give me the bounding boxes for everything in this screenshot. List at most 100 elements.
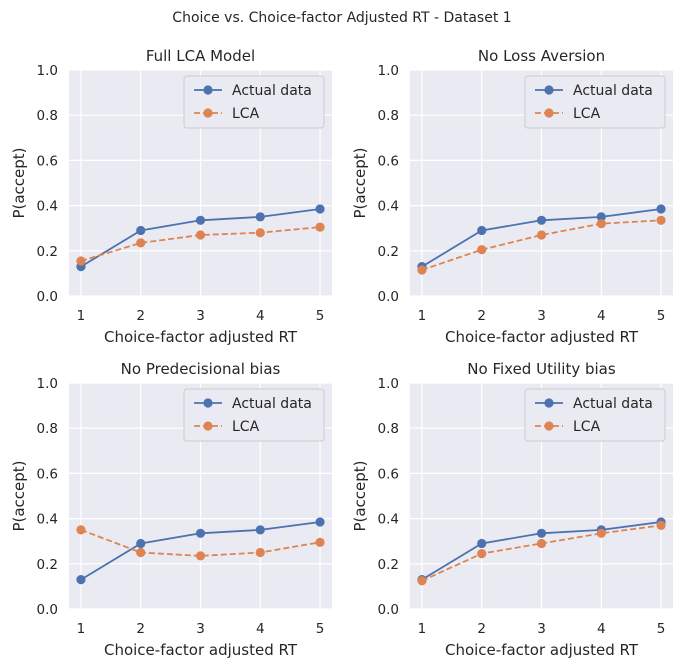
x-tick-label: 1: [418, 621, 427, 637]
y-tick-label: 0.8: [378, 108, 399, 124]
series-1-point: [596, 212, 606, 222]
legend-marker: [203, 85, 213, 95]
y-axis-label: P(accept): [10, 460, 28, 531]
y-tick-label: 0.2: [378, 557, 399, 573]
legend-marker: [544, 85, 554, 95]
subplot-title: No Loss Aversion: [478, 47, 605, 65]
subplot-3: 0.0 0.2 0.4 0.6 0.8 1.0 1 2 3 4 5 No Predecisional …: [10, 360, 332, 659]
y-tick-label: 1.0: [37, 376, 58, 392]
x-tick-label: 3: [537, 621, 546, 637]
series-1-point: [656, 204, 666, 214]
x-tick-label: 4: [597, 621, 606, 637]
x-tick-label: 1: [77, 308, 86, 324]
series-2-point: [315, 537, 325, 547]
series-1-point: [136, 225, 146, 236]
series-1-point: [76, 575, 86, 585]
legend-marker: [544, 398, 554, 408]
legend-label: Actual data: [573, 396, 653, 412]
series-2-point: [255, 228, 265, 238]
legend-label: Actual data: [232, 396, 312, 412]
series-2-point: [76, 256, 86, 266]
y-tick-label: 0.8: [37, 108, 58, 124]
figure-title: Choice vs. Choice-factor Adjusted RT - D…: [172, 10, 511, 26]
y-tick-label: 0.2: [37, 244, 58, 260]
series-1-point: [477, 538, 487, 549]
x-axis-label: Choice-factor adjusted RT: [104, 328, 298, 346]
subplot-1: 0.0 0.2 0.4 0.6 0.8 1.0 1 2 3 4 5 Full LCA Model Cho…: [10, 47, 332, 346]
y-tick-label: 0.4: [37, 199, 58, 215]
legend-label: LCA: [232, 106, 260, 122]
x-tick-label: 5: [316, 308, 325, 324]
x-tick-label: 2: [136, 621, 145, 637]
x-tick-label: 5: [316, 621, 325, 637]
series-2-point: [417, 576, 427, 586]
y-tick-label: 0.4: [37, 512, 58, 528]
series-2-point: [536, 538, 547, 549]
series-2-point: [76, 525, 86, 535]
legend-marker: [544, 421, 554, 431]
series-2-point: [656, 520, 666, 530]
series-1-point: [315, 517, 325, 527]
series-1-point: [195, 528, 206, 538]
x-tick-label: 2: [136, 308, 145, 324]
series-1-point: [536, 215, 547, 225]
subplot-grid: 0.0 0.2 0.4 0.6 0.8 1.0 1 2 3 4 5 Full LCA Model Cho…: [10, 47, 673, 659]
y-tick-label: 0.0: [37, 289, 58, 305]
series-1-point: [477, 225, 487, 236]
y-tick-label: 1.0: [378, 63, 399, 79]
x-tick-label: 2: [477, 621, 486, 637]
y-tick-label: 0.6: [37, 466, 58, 482]
y-tick-label: 0.4: [378, 199, 399, 215]
legend-box: [524, 75, 666, 129]
series-2-point: [596, 528, 606, 538]
x-tick-label: 5: [657, 621, 666, 637]
y-tick-label: 0.0: [378, 289, 399, 305]
y-axis-label: P(accept): [351, 460, 369, 531]
legend-label: Actual data: [573, 83, 653, 99]
series-2-point: [136, 547, 146, 558]
x-tick-label: 3: [196, 308, 205, 324]
legend-label: Actual data: [232, 83, 312, 99]
y-axis-label: P(accept): [10, 147, 28, 218]
legend-label: LCA: [573, 106, 601, 122]
x-axis-label: Choice-factor adjusted RT: [445, 641, 639, 659]
subplot-title: Full LCA Model: [146, 47, 255, 65]
series-1-point: [136, 538, 146, 549]
series-2-point: [136, 238, 146, 248]
series-2-point: [315, 222, 325, 232]
y-tick-label: 0.8: [378, 421, 399, 437]
y-tick-label: 0.6: [378, 153, 399, 169]
y-tick-label: 0.4: [378, 512, 399, 528]
series-line-2: [80, 529, 321, 557]
x-tick-label: 4: [597, 308, 606, 324]
legend-box: [183, 388, 325, 442]
x-tick-label: 4: [256, 621, 265, 637]
y-tick-label: 1.0: [37, 63, 58, 79]
subplot-title: No Predecisional bias: [121, 360, 281, 378]
y-axis-label: P(accept): [351, 147, 369, 218]
x-tick-label: 1: [77, 621, 86, 637]
legend-box: [183, 75, 325, 129]
series-1-point: [255, 525, 265, 535]
y-tick-label: 0.6: [37, 153, 58, 169]
x-tick-label: 3: [537, 308, 546, 324]
legend: Actual data LCA: [524, 75, 666, 129]
y-tick-label: 0.2: [37, 557, 58, 573]
series-2-point: [477, 549, 487, 559]
series-1-point: [536, 528, 547, 538]
legend-marker: [203, 108, 213, 118]
y-tick-label: 1.0: [378, 376, 399, 392]
series-2-point: [417, 265, 427, 275]
series-1-point: [195, 215, 206, 225]
series-1-point: [255, 212, 265, 222]
legend: Actual data LCA: [524, 388, 666, 442]
y-tick-label: 0.0: [37, 602, 58, 618]
legend-label: LCA: [573, 419, 601, 435]
y-tick-label: 0.2: [378, 244, 399, 260]
subplot-title: No Fixed Utility bias: [467, 360, 616, 378]
series-2-point: [596, 219, 606, 229]
x-tick-label: 2: [477, 308, 486, 324]
x-tick-label: 3: [196, 621, 205, 637]
series-1-point: [315, 204, 325, 214]
